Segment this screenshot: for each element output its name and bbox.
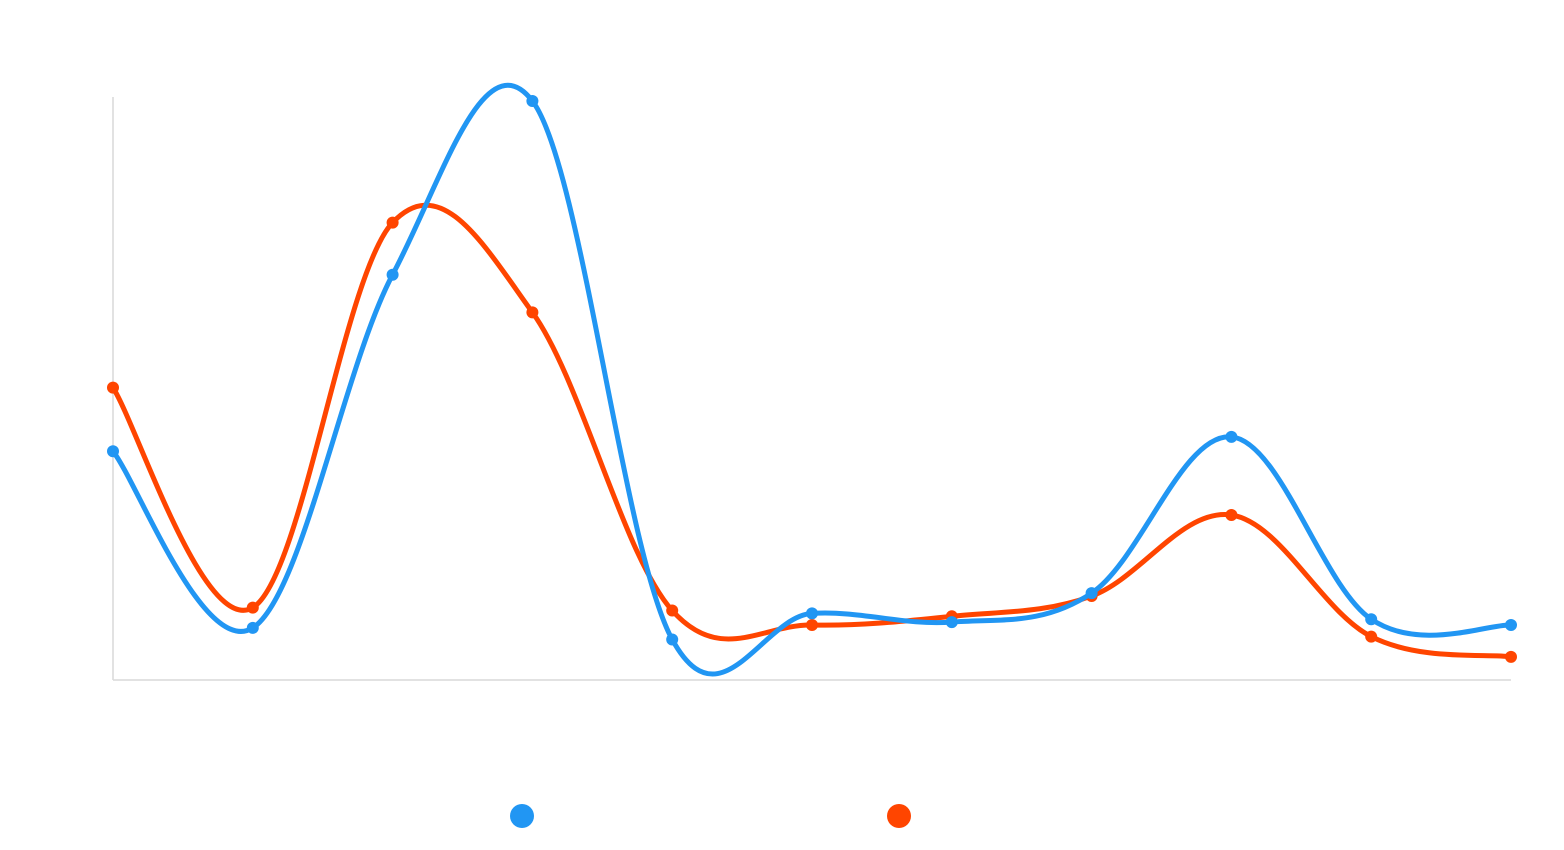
series-1-point-10[interactable] xyxy=(1365,613,1378,626)
series-1-point-9[interactable] xyxy=(1225,430,1238,443)
series-2-point-1[interactable] xyxy=(107,381,119,394)
series-2 xyxy=(107,202,1517,663)
series-2-point-5[interactable] xyxy=(666,604,679,617)
series-1-point-11[interactable] xyxy=(1505,618,1517,631)
series-1-point-8[interactable] xyxy=(1085,587,1098,600)
series-2-line xyxy=(110,202,1514,660)
legend xyxy=(510,804,911,828)
series-2-point-10[interactable] xyxy=(1365,630,1378,643)
series-1-point-1[interactable] xyxy=(107,445,119,458)
legend-marker-1 xyxy=(510,804,534,828)
series-1-point-2[interactable] xyxy=(246,621,259,634)
series-1-line xyxy=(110,82,1514,677)
series-2-point-11[interactable] xyxy=(1505,650,1517,663)
legend-item-2[interactable] xyxy=(887,804,911,828)
series-1-point-7[interactable] xyxy=(945,616,958,629)
legend-marker-2 xyxy=(887,804,911,828)
series-1-point-6[interactable] xyxy=(806,607,818,620)
series-2-point-4[interactable] xyxy=(526,306,539,319)
series-layer xyxy=(107,82,1517,677)
series-2-point-6[interactable] xyxy=(806,618,818,631)
series-1 xyxy=(107,82,1517,677)
series-1-point-5[interactable] xyxy=(666,633,679,646)
series-2-point-2[interactable] xyxy=(246,601,259,614)
series-2-point-9[interactable] xyxy=(1225,508,1238,521)
series-1-point-3[interactable] xyxy=(386,268,399,281)
series-2-point-3[interactable] xyxy=(386,216,399,229)
legend-item-1[interactable] xyxy=(510,804,534,828)
series-1-point-4[interactable] xyxy=(526,95,539,107)
axes xyxy=(112,97,1511,681)
